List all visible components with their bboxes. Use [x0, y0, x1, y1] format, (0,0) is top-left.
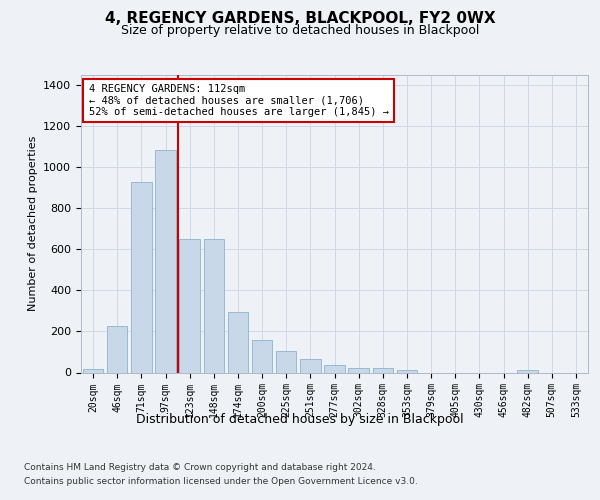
Text: Distribution of detached houses by size in Blackpool: Distribution of detached houses by size …: [136, 412, 464, 426]
Bar: [300, 359, 320, 372]
Bar: [83, 370, 103, 372]
Bar: [324, 366, 345, 372]
Text: Contains public sector information licensed under the Open Government Licence v3: Contains public sector information licen…: [24, 478, 418, 486]
Bar: [276, 351, 296, 372]
Bar: [131, 182, 152, 372]
Text: 4 REGENCY GARDENS: 112sqm
← 48% of detached houses are smaller (1,706)
52% of se: 4 REGENCY GARDENS: 112sqm ← 48% of detac…: [89, 84, 389, 117]
Text: Size of property relative to detached houses in Blackpool: Size of property relative to detached ho…: [121, 24, 479, 37]
Bar: [155, 150, 176, 372]
Text: 4, REGENCY GARDENS, BLACKPOOL, FY2 0WX: 4, REGENCY GARDENS, BLACKPOOL, FY2 0WX: [104, 11, 496, 26]
Bar: [517, 370, 538, 372]
Bar: [227, 312, 248, 372]
Bar: [179, 239, 200, 372]
Y-axis label: Number of detached properties: Number of detached properties: [28, 136, 38, 312]
Bar: [397, 370, 417, 372]
Bar: [203, 239, 224, 372]
Bar: [252, 340, 272, 372]
Bar: [107, 326, 127, 372]
Text: Contains HM Land Registry data © Crown copyright and database right 2024.: Contains HM Land Registry data © Crown c…: [24, 462, 376, 471]
Bar: [373, 368, 393, 372]
Bar: [349, 368, 369, 372]
